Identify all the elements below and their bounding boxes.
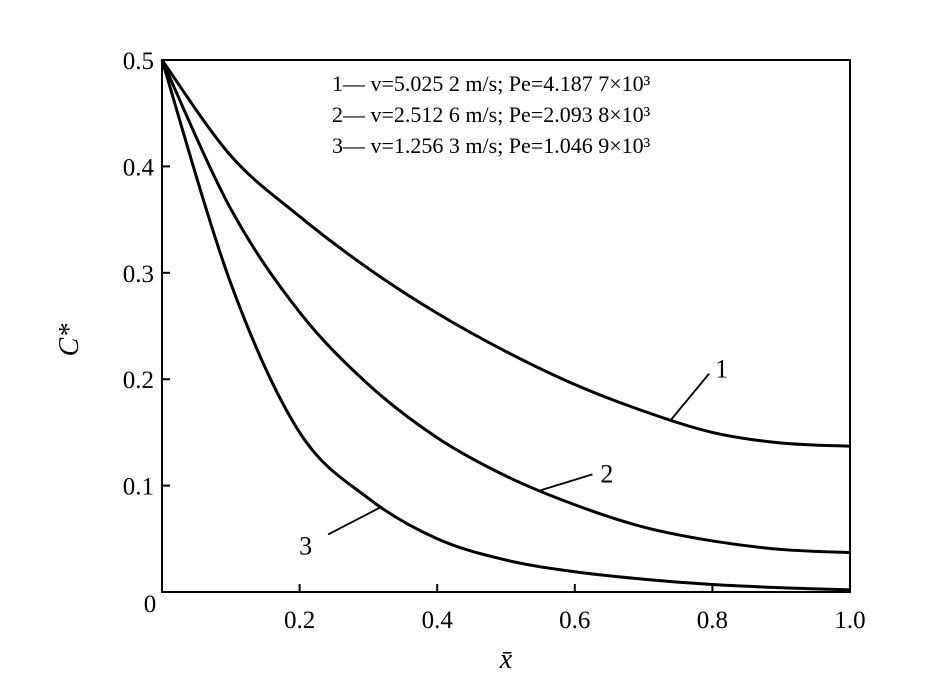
series-line-1 bbox=[160, 59, 851, 448]
x-tick-label: 0.8 bbox=[697, 607, 728, 634]
curves bbox=[160, 59, 851, 592]
x-tick-label: 1.0 bbox=[834, 607, 865, 634]
plot-frame bbox=[161, 59, 851, 593]
leader-line-3 bbox=[327, 505, 383, 536]
legend: 1— v=5.025 2 m/s; Pe=4.187 7×10³ 2— v=2.5… bbox=[332, 71, 651, 158]
y-tick-label: 0.5 bbox=[123, 48, 154, 75]
legend-entry-2: 2— v=2.512 6 m/s; Pe=2.093 8×10³ bbox=[332, 102, 651, 127]
curve-label-3: 3 bbox=[299, 531, 312, 560]
x-tick-label: 0.2 bbox=[284, 607, 315, 634]
legend-entry-3: 3— v=1.256 3 m/s; Pe=1.046 9×10³ bbox=[332, 133, 651, 158]
leader-line-2 bbox=[540, 473, 593, 492]
leader-line-1 bbox=[670, 373, 710, 421]
legend-entry-1: 1— v=5.025 2 m/s; Pe=4.187 7×10³ bbox=[332, 71, 651, 96]
y-tick-label: 0.3 bbox=[123, 261, 154, 288]
axis-ticks: 0.2 0.4 0.6 0.8 1.0 0.1 0.2 0.3 0.4 0.5 bbox=[123, 48, 866, 634]
origin-label: 0 bbox=[144, 591, 157, 618]
curve-label-2: 2 bbox=[600, 459, 613, 488]
y-axis-title: C* bbox=[54, 324, 85, 357]
x-axis-title: x̄ bbox=[499, 644, 513, 675]
curve-label-1: 1 bbox=[715, 355, 728, 384]
y-tick-label: 0.4 bbox=[123, 154, 155, 181]
curve-label-leaders: 1 2 3 bbox=[299, 355, 728, 561]
y-tick-label: 0.1 bbox=[123, 474, 154, 501]
series-line-2 bbox=[160, 59, 851, 555]
x-tick-label: 0.6 bbox=[559, 607, 590, 634]
x-tick-label: 0.4 bbox=[422, 607, 454, 634]
series-line-3 bbox=[160, 59, 851, 592]
y-tick-label: 0.2 bbox=[123, 367, 154, 394]
